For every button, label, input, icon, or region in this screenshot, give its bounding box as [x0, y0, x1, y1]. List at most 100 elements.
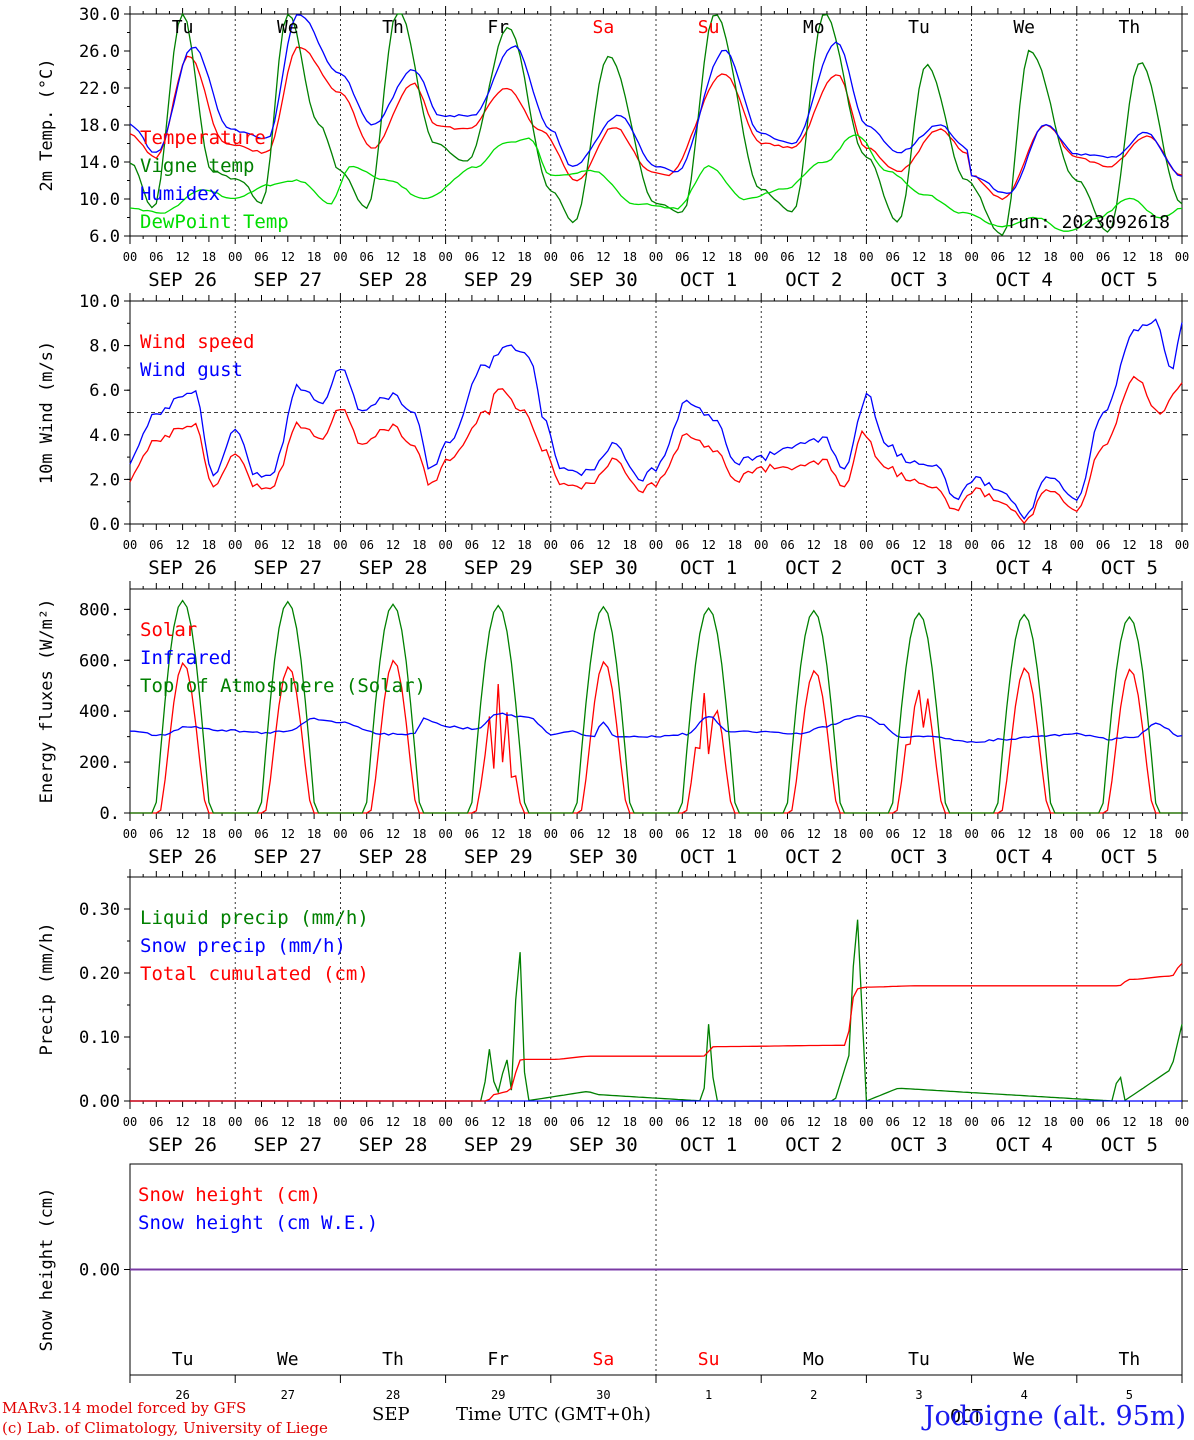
energy-hour-label: 12: [386, 827, 400, 841]
energy-hour-label: 06: [780, 827, 794, 841]
precip-hour-label: 18: [833, 1115, 847, 1129]
precip-panel: 0.00 0.10 0.20 0.30 Precip (mm/h) Liquid prec…: [37, 869, 1189, 1156]
precip-hour-label: 06: [570, 1115, 584, 1129]
precip-date-label: SEP 30: [569, 1134, 638, 1156]
wind-hour-label: 18: [307, 538, 321, 552]
wind-series-wind-speed: [129, 375, 1183, 525]
wind-hour-label: 00: [123, 538, 137, 552]
temperature-hour-label: 06: [1096, 250, 1110, 264]
run-label: run: 2023092618: [1007, 212, 1170, 233]
temperature-hour-label: 00: [228, 250, 242, 264]
temperature-hour-label: 18: [412, 250, 426, 264]
energy-hour-label: 00: [754, 827, 768, 841]
temperature-ytick-label: 30.0: [79, 5, 120, 25]
precip-legend-entry: Snow precip (mm/h): [140, 935, 346, 957]
energy-hour-label: 00: [859, 827, 873, 841]
temperature-ytick-label: 22.0: [79, 79, 120, 99]
temperature-date-label: OCT 1: [680, 269, 737, 291]
wind-ytick-label: 8.0: [89, 337, 120, 357]
wind-hour-label: 12: [175, 538, 189, 552]
energy-hour-label: 06: [465, 827, 479, 841]
energy-hour-label: 00: [438, 827, 452, 841]
energy-hour-label: 00: [964, 827, 978, 841]
snow-weekday-label: Su: [698, 1349, 720, 1370]
wind-panel: 0.0 2.0 4.0 6.0 8.0 10.0 10m Wind (m/s) Wind sp…: [37, 292, 1189, 579]
wind-date-label: OCT 1: [680, 557, 737, 579]
temperature-hour-label: 12: [175, 250, 189, 264]
weekday-label: Mo: [803, 17, 825, 38]
energy-hour-label: 12: [807, 827, 821, 841]
precip-date-label: SEP 26: [148, 1134, 217, 1156]
weekday-label: Su: [698, 17, 720, 38]
temperature-series-dewpoint-temp: [129, 134, 1183, 232]
wind-hour-label: 06: [254, 538, 268, 552]
energy-hour-label: 00: [1175, 827, 1189, 841]
precip-hour-label: 06: [254, 1115, 268, 1129]
temperature-hour-label: 00: [123, 250, 137, 264]
energy-legend-entry: Solar: [140, 619, 197, 641]
energy-hour-label: 18: [728, 827, 742, 841]
energy-ytick-label: 0.: [100, 804, 120, 824]
wind-hour-label: 18: [938, 538, 952, 552]
wind-hour-label: 12: [912, 538, 926, 552]
snow-day-number: 26: [175, 1388, 189, 1402]
temperature-hour-label: 06: [359, 250, 373, 264]
energy-date-label: SEP 26: [148, 846, 217, 868]
wind-hour-label: 00: [964, 538, 978, 552]
wind-ytick-label: 0.0: [89, 515, 120, 535]
wind-hour-label: 18: [833, 538, 847, 552]
energy-legend-entry: Top of Atmosphere (Solar): [140, 675, 426, 697]
wind-hour-label: 12: [491, 538, 505, 552]
wind-hour-label: 12: [1122, 538, 1136, 552]
temperature-hour-label: 12: [1017, 250, 1031, 264]
wind-hour-label: 00: [649, 538, 663, 552]
snow-day-number: 4: [1021, 1388, 1028, 1402]
temperature-date-label: SEP 29: [464, 269, 533, 291]
precip-hour-label: 18: [938, 1115, 952, 1129]
energy-hour-label: 12: [175, 827, 189, 841]
wind-date-label: SEP 30: [569, 557, 638, 579]
energy-date-label: OCT 1: [680, 846, 737, 868]
precip-hour-label: 06: [359, 1115, 373, 1129]
wind-hour-label: 12: [281, 538, 295, 552]
wind-hour-label: 00: [438, 538, 452, 552]
temperature-hour-label: 18: [622, 250, 636, 264]
precip-hour-label: 12: [386, 1115, 400, 1129]
precip-hour-label: 06: [991, 1115, 1005, 1129]
wind-ylabel: 10m Wind (m/s): [37, 341, 57, 484]
snow-weekday-label: Th: [1119, 1349, 1141, 1370]
energy-hour-label: 18: [622, 827, 636, 841]
precip-date-label: SEP 28: [359, 1134, 428, 1156]
energy-hour-label: 06: [675, 827, 689, 841]
precip-hour-label: 12: [912, 1115, 926, 1129]
wind-ytick-label: 4.0: [89, 426, 120, 446]
snow-weekday-label: Fr: [487, 1349, 509, 1370]
precip-ytick-label: 0.30: [79, 900, 120, 920]
energy-hour-label: 12: [281, 827, 295, 841]
energy-hour-label: 18: [1148, 827, 1162, 841]
precip-hour-label: 00: [123, 1115, 137, 1129]
snow-ylabel: Snow height (cm): [37, 1188, 57, 1352]
snow-weekday-label: Tu: [908, 1349, 930, 1370]
precip-date-label: OCT 5: [1101, 1134, 1158, 1156]
wind-date-label: OCT 4: [996, 557, 1053, 579]
temperature-hour-label: 06: [149, 250, 163, 264]
precip-hour-label: 00: [438, 1115, 452, 1129]
precip-ylabel: Precip (mm/h): [37, 922, 57, 1055]
snow-weekday-label: Mo: [803, 1349, 825, 1370]
precip-hour-label: 18: [412, 1115, 426, 1129]
lab-credit: (c) Lab. of Climatology, University of L…: [2, 1419, 328, 1437]
weekday-label: Tu: [172, 17, 194, 38]
temperature-hour-label: 00: [964, 250, 978, 264]
temperature-hour-label: 06: [780, 250, 794, 264]
temperature-ytick-label: 10.0: [79, 190, 120, 210]
temperature-date-label: SEP 30: [569, 269, 638, 291]
temperature-hour-label: 12: [807, 250, 821, 264]
wind-hour-label: 18: [1148, 538, 1162, 552]
temperature-hour-label: 12: [912, 250, 926, 264]
energy-hour-label: 18: [412, 827, 426, 841]
wind-hour-label: 00: [544, 538, 558, 552]
temperature-date-label: SEP 26: [148, 269, 217, 291]
temperature-series-humidex: [129, 14, 1183, 194]
temperature-hour-label: 18: [1148, 250, 1162, 264]
